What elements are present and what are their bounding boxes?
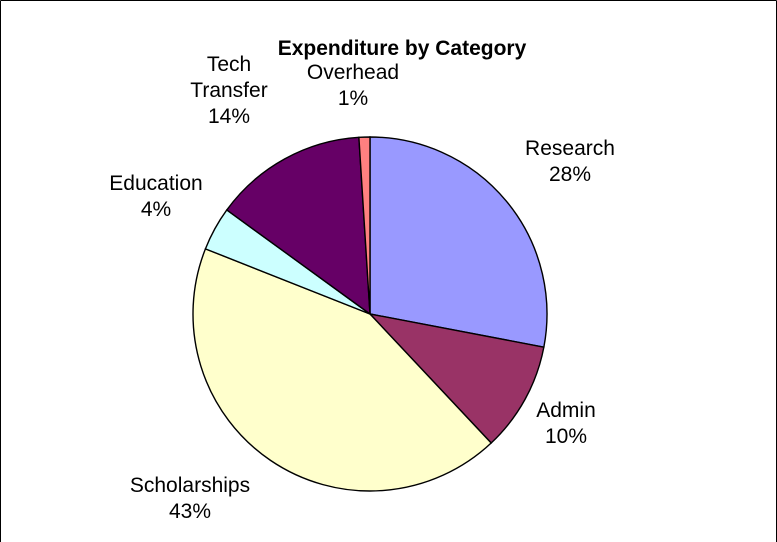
slice-name-label: Education <box>109 172 202 195</box>
pie-slice-research <box>369 136 548 348</box>
slice-name-label: Research <box>525 137 615 160</box>
slice-label-tech-transfer: Tech Transfer 14% <box>190 53 267 128</box>
slice-name-label: Admin <box>536 399 596 422</box>
slice-percent-label: 43% <box>169 500 211 523</box>
pie-slice-scholarships <box>192 247 493 492</box>
labels-layer: Research 28% Admin 10% Scholarships 43% Educat… <box>109 53 615 523</box>
chart-title: Expenditure by Category <box>278 37 527 60</box>
slice-percent-label: 28% <box>549 163 591 186</box>
slice-label-scholarships: Scholarships 43% <box>130 474 250 523</box>
slice-label-education: Education 4% <box>109 172 202 221</box>
slice-percent-label: 14% <box>208 105 250 128</box>
pie-slice-tech-transfer <box>225 136 371 316</box>
slice-label-admin: Admin 10% <box>536 399 596 448</box>
slice-percent-label: 1% <box>338 87 368 110</box>
pie-slice-overhead <box>358 136 371 315</box>
slice-name-label: Tech <box>207 53 251 76</box>
slices-layer <box>192 136 548 492</box>
slice-label-overhead: Overhead 1% <box>307 61 399 110</box>
slice-percent-label: 4% <box>141 198 171 221</box>
slice-label-research: Research 28% <box>525 137 615 186</box>
slice-percent-label: 10% <box>545 425 587 448</box>
slice-name-label: Overhead <box>307 61 399 84</box>
slice-name-label: Scholarships <box>130 474 250 497</box>
slice-name-label: Transfer <box>190 79 267 102</box>
pie-slice-admin <box>368 312 545 445</box>
